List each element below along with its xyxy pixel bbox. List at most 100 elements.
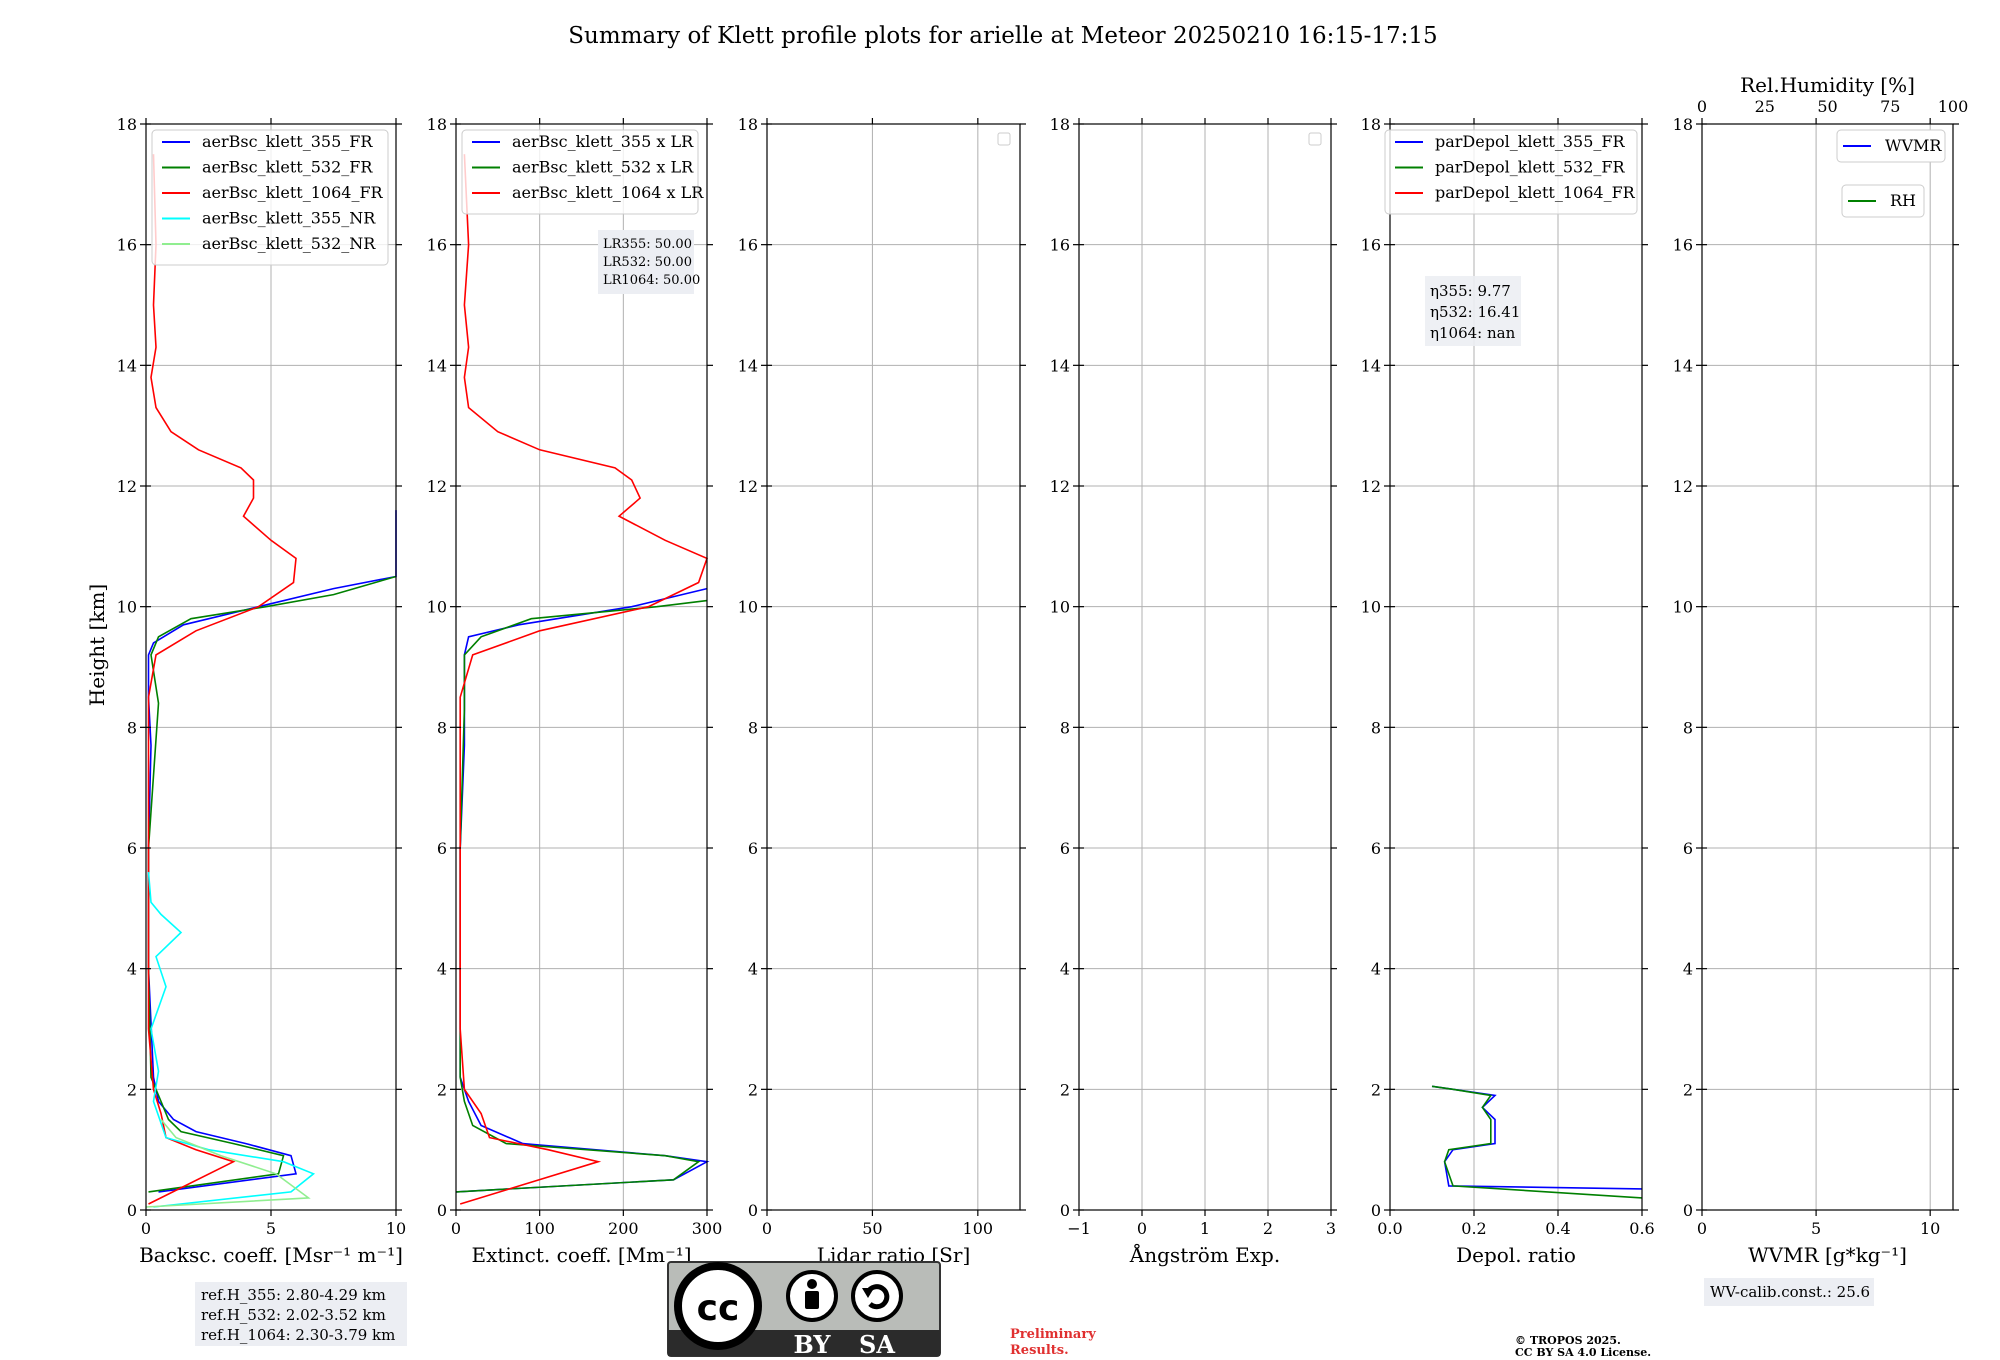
y-tick-label: 10 bbox=[1673, 598, 1693, 617]
series-line-aerBsc_klett_355_FR bbox=[147, 510, 397, 1193]
legend-box bbox=[1384, 129, 1638, 215]
refh-532: ref.H_532: 2.02-3.52 km bbox=[201, 1306, 386, 1324]
y-tick-label: 0 bbox=[437, 1201, 447, 1220]
y-tick-label: 16 bbox=[1673, 236, 1693, 255]
legend-label: WVMR bbox=[1885, 136, 1942, 155]
x-tick-label: 200 bbox=[608, 1219, 639, 1238]
x-tick-label: 0 bbox=[1697, 1219, 1707, 1238]
x-tick-label: −1 bbox=[1067, 1219, 1091, 1238]
x-tick-label: 0 bbox=[451, 1219, 461, 1238]
wv-calib-const: WV-calib.const.: 25.6 bbox=[1710, 1283, 1870, 1301]
legend-label: RH bbox=[1890, 191, 1916, 210]
axes-frame bbox=[1701, 123, 1954, 1211]
lr-1064: LR1064: 50.00 bbox=[603, 273, 700, 288]
cc-license-badge[interactable]: cc BY SA bbox=[667, 1261, 941, 1359]
y-tick-label: 12 bbox=[1361, 477, 1381, 496]
y-tick-label: 8 bbox=[748, 718, 758, 737]
x-axis-label-backscatter: Backsc. coeff. [Msr⁻¹ m⁻¹] bbox=[139, 1243, 403, 1267]
series-line-parDepol_klett_355_FR bbox=[1431, 1085, 1643, 1190]
x-tick-label: 0.6 bbox=[1629, 1219, 1654, 1238]
lr-355: LR355: 50.00 bbox=[603, 237, 692, 252]
y-tick-label: 8 bbox=[1371, 718, 1381, 737]
axes-frame bbox=[1389, 123, 1643, 1211]
lr-annotation: LR355: 50.00 LR532: 50.00 LR1064: 50.00 bbox=[598, 230, 700, 294]
panel-depol: 0 2 4 6 8 10 12 14 16 18 0.0 0.2 0.4 0.6 Depol. ratio p… bbox=[1361, 115, 1655, 1267]
y-tick-label: 14 bbox=[1050, 356, 1070, 375]
y-tick-label: 2 bbox=[1060, 1080, 1070, 1099]
x-tick-label: 0.2 bbox=[1461, 1219, 1486, 1238]
copyright-line2: CC BY SA 4.0 License. bbox=[1515, 1346, 1651, 1359]
y-tick-label: 2 bbox=[127, 1080, 137, 1099]
x-tick-label: 50 bbox=[862, 1219, 882, 1238]
y-tick-label: 10 bbox=[117, 598, 137, 617]
x-tick-label: 0 bbox=[1137, 1219, 1147, 1238]
y-axis-label: Height [km] bbox=[85, 584, 109, 706]
y-tick-label: 18 bbox=[738, 115, 758, 134]
y-tick-label: 4 bbox=[748, 960, 758, 979]
eta-355: η355: 9.77 bbox=[1430, 282, 1511, 300]
y-tick-label: 0 bbox=[748, 1201, 758, 1220]
x-tick-label: 0.0 bbox=[1377, 1219, 1402, 1238]
x-tick-label: 5 bbox=[1811, 1219, 1821, 1238]
x-tick-label: 300 bbox=[692, 1219, 723, 1238]
y-tick-label: 6 bbox=[748, 839, 758, 858]
preliminary-note-line1: Preliminary bbox=[1010, 1327, 1096, 1342]
legend-label: parDepol_klett_532_FR bbox=[1435, 158, 1626, 177]
x-tick-label: 3 bbox=[1326, 1219, 1336, 1238]
legend-label: aerBsc_klett_532_NR bbox=[202, 234, 376, 253]
x-axis-label-angstrom: Ångström Exp. bbox=[1129, 1242, 1280, 1267]
y-tick-label: 6 bbox=[1371, 839, 1381, 858]
x-tick-label: 10 bbox=[1920, 1219, 1940, 1238]
top-x-tick-label: 25 bbox=[1755, 97, 1775, 116]
cc-logo-text: cc bbox=[697, 1288, 740, 1329]
series-line-aerBsc_klett_355_NR bbox=[147, 872, 316, 1208]
refh-1064: ref.H_1064: 2.30-3.79 km bbox=[201, 1326, 395, 1344]
wv-calib-annotation: WV-calib.const.: 25.6 bbox=[1704, 1278, 1874, 1306]
y-tick-label: 2 bbox=[1371, 1080, 1381, 1099]
x-tick-label: 0 bbox=[141, 1219, 151, 1238]
x-tick-label: 2 bbox=[1263, 1219, 1273, 1238]
y-tick-label: 16 bbox=[1050, 236, 1070, 255]
legend-label: aerBsc_klett_355 x LR bbox=[512, 132, 694, 151]
y-tick-label: 6 bbox=[1060, 839, 1070, 858]
y-tick-label: 12 bbox=[1673, 477, 1693, 496]
y-tick-label: 18 bbox=[1673, 115, 1693, 134]
y-tick-label: 4 bbox=[127, 960, 137, 979]
series-line-aerBsc_klett_355 x LR bbox=[455, 587, 710, 1193]
legend-label: parDepol_klett_1064_FR bbox=[1435, 183, 1636, 202]
sa-label: SA bbox=[859, 1330, 895, 1359]
x-tick-label: 100 bbox=[524, 1219, 555, 1238]
x-tick-label: 5 bbox=[266, 1219, 276, 1238]
legend-label: aerBsc_klett_355_NR bbox=[202, 209, 376, 228]
refh-355: ref.H_355: 2.80-4.29 km bbox=[201, 1286, 386, 1304]
top-x-axis-label: Rel.Humidity [%] bbox=[1740, 73, 1915, 97]
y-tick-label: 2 bbox=[1683, 1080, 1693, 1099]
top-x-tick-label: 0 bbox=[1697, 97, 1707, 116]
y-tick-label: 18 bbox=[1361, 115, 1381, 134]
y-tick-label: 10 bbox=[738, 598, 758, 617]
y-tick-label: 14 bbox=[738, 356, 758, 375]
series-line-aerBsc_klett_532_FR bbox=[147, 575, 397, 1193]
x-tick-label: 0.4 bbox=[1545, 1219, 1570, 1238]
y-tick-label: 4 bbox=[1683, 960, 1693, 979]
series-line-aerBsc_klett_532_NR bbox=[145, 1118, 311, 1208]
axes-frame bbox=[455, 123, 708, 1211]
x-tick-label: 100 bbox=[963, 1219, 994, 1238]
y-tick-label: 4 bbox=[1060, 960, 1070, 979]
x-tick-label: 10 bbox=[386, 1219, 406, 1238]
top-x-tick-label: 100 bbox=[1938, 97, 1969, 116]
series-line-aerBsc_klett_532 x LR bbox=[455, 599, 708, 1193]
legend-label: aerBsc_klett_1064 x LR bbox=[512, 183, 704, 202]
y-tick-label: 0 bbox=[127, 1201, 137, 1220]
x-axis-label-wvmr: WVMR [g*kg⁻¹] bbox=[1748, 1243, 1907, 1267]
empty-legend-box bbox=[997, 132, 1011, 146]
y-tick-label: 18 bbox=[1050, 115, 1070, 134]
y-tick-label: 12 bbox=[427, 477, 447, 496]
y-tick-label: 14 bbox=[1673, 356, 1693, 375]
legend-label: aerBsc_klett_1064_FR bbox=[202, 183, 384, 202]
x-axis-label-extinction: Extinct. coeff. [Mm⁻¹] bbox=[471, 1243, 691, 1267]
y-tick-label: 18 bbox=[427, 115, 447, 134]
